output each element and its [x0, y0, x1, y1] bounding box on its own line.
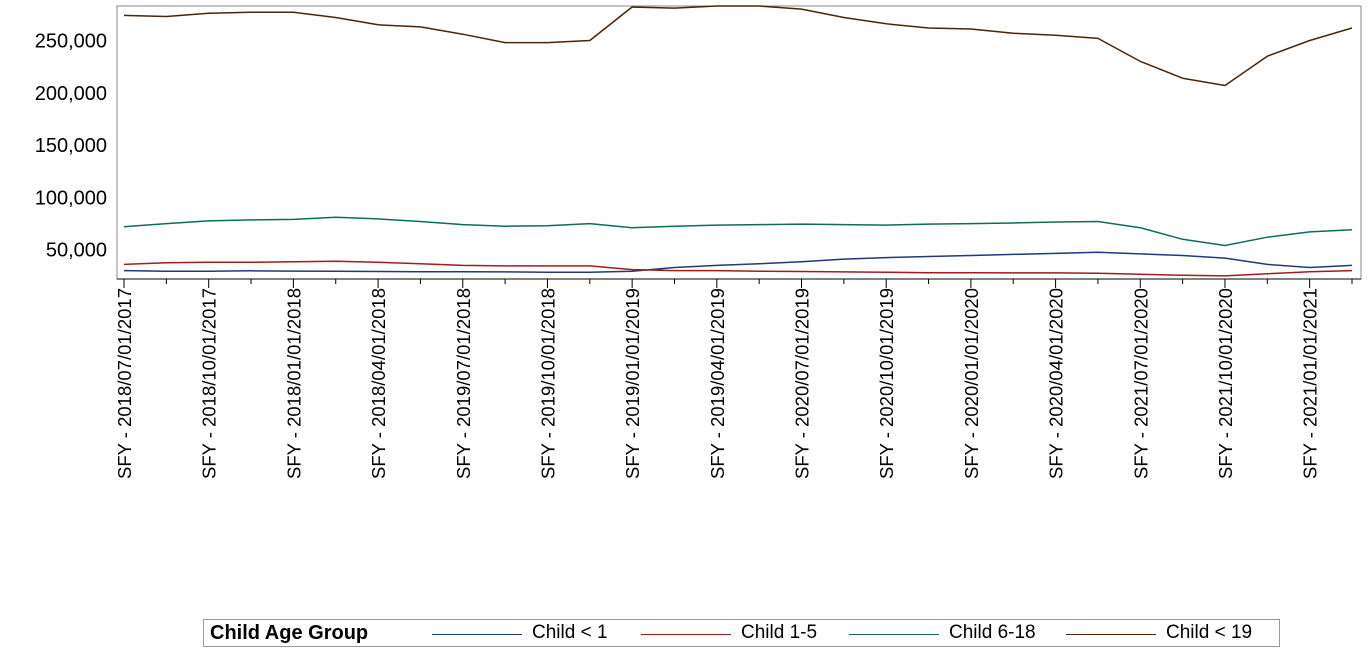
- legend-label: Child 1-5: [741, 622, 818, 643]
- x-tick-label: SFY - 2021/07/01/2020: [1130, 288, 1151, 479]
- legend-swatch: [641, 634, 731, 635]
- x-tick-label: SFY - 2020/10/01/2019: [876, 288, 897, 479]
- x-tick-label: SFY - 2021/10/01/2020: [1215, 288, 1236, 479]
- x-tick-label: SFY - 2019/07/01/2018: [453, 288, 474, 479]
- series-line-child-1: [123, 251, 1353, 273]
- legend-label: Child 6-18: [949, 622, 1036, 643]
- x-tick-label: SFY - 2019/04/01/2019: [707, 288, 728, 479]
- series-line-child-6-18: [123, 216, 1353, 247]
- y-tick-label: 50,000: [46, 240, 107, 262]
- x-axis-ticks: SFY - 2018/07/01/2017 SFY - 2018/10/01/20…: [114, 279, 1353, 479]
- y-tick-label: 200,000: [35, 83, 107, 105]
- series-lines: [123, 5, 1353, 277]
- x-tick-label: SFY - 2018/04/01/2018: [368, 288, 389, 479]
- x-tick-label: SFY - 2020/07/01/2019: [792, 288, 813, 479]
- x-tick-label: SFY - 2020/04/01/2020: [1046, 288, 1067, 479]
- x-tick-label: SFY - 2018/01/01/2018: [283, 288, 304, 479]
- x-tick-label: SFY - 2020/01/01/2020: [961, 288, 982, 479]
- legend-title: Child Age Group: [210, 622, 369, 644]
- legend-label: Child < 1: [532, 622, 608, 643]
- legend-swatch: [1066, 634, 1156, 635]
- legend: Child Age Group Child < 1 Child 1-5 Chil…: [203, 619, 1280, 647]
- legend-swatch: [849, 634, 939, 635]
- y-tick-label: 150,000: [35, 135, 107, 157]
- y-axis-ticks: 50,000 100,000 150,000 200,000 250,000: [35, 31, 107, 262]
- x-tick-label: SFY - 2019/01/01/2019: [622, 288, 643, 479]
- plot-area-frame: [116, 5, 1362, 280]
- legend-label: Child < 19: [1166, 622, 1253, 643]
- line-chart: 50,000 100,000 150,000 200,000 250,000 SFY -…: [35, 5, 1362, 479]
- x-tick-label: SFY - 2019/10/01/2018: [537, 288, 558, 479]
- y-tick-label: 100,000: [35, 187, 107, 209]
- series-line-child-19: [123, 5, 1353, 87]
- series-line-child-1-5: [123, 260, 1353, 277]
- x-tick-label: SFY - 2018/07/01/2017: [114, 288, 135, 479]
- legend-swatch: [432, 634, 522, 635]
- x-tick-label: SFY - 2021/01/01/2021: [1300, 288, 1321, 479]
- y-tick-label: 250,000: [35, 31, 107, 53]
- x-tick-label: SFY - 2018/10/01/2017: [199, 288, 220, 479]
